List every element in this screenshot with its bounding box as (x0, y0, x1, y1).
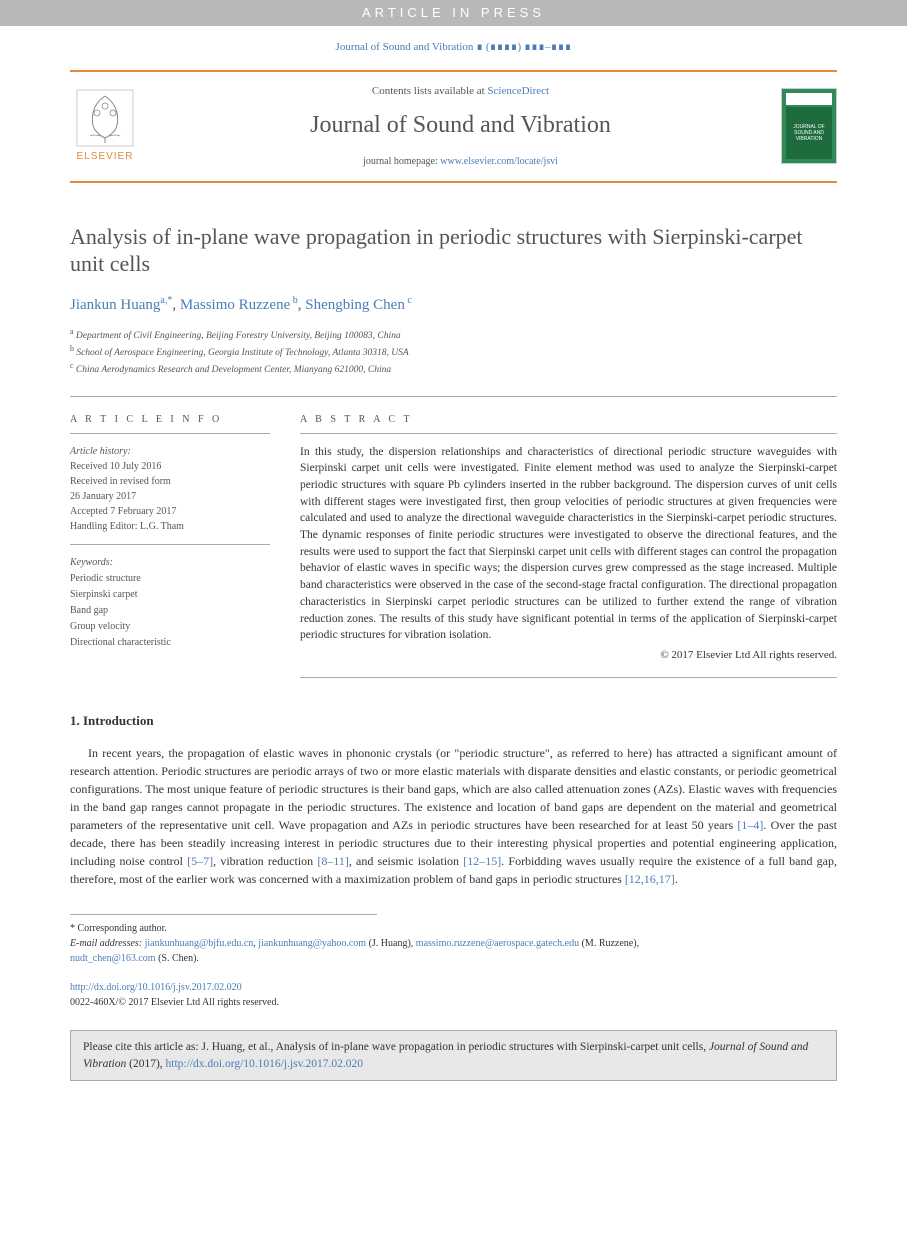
abstract-heading: A B S T R A C T (300, 413, 837, 434)
affiliations: a Department of Civil Engineering, Beiji… (70, 326, 837, 378)
elsevier-logo: ELSEVIER (70, 86, 140, 166)
sciencedirect-link[interactable]: ScienceDirect (487, 85, 549, 97)
ref-link[interactable]: [1–4] (737, 818, 763, 832)
elsevier-tree-icon (75, 88, 135, 148)
journal-header: ELSEVIER Contents lists available at Sci… (70, 70, 837, 183)
journal-cover-thumbnail: JOURNAL OF SOUND AND VIBRATION (781, 88, 837, 164)
article-in-press-banner: ARTICLE IN PRESS (0, 0, 907, 26)
author-link-1[interactable]: Jiankun Huang (70, 297, 160, 313)
article-body: Analysis of in-plane wave propagation in… (70, 183, 837, 1011)
section-heading-introduction: 1. Introduction (70, 712, 837, 730)
citation-doi-link[interactable]: http://dx.doi.org/10.1016/j.jsv.2017.02.… (166, 1058, 363, 1070)
homepage-link[interactable]: www.elsevier.com/locate/jsvi (440, 156, 558, 167)
footnotes: * Corresponding author. E-mail addresses… (70, 921, 837, 966)
email-link[interactable]: nudt_chen@163.com (70, 953, 156, 964)
abstract-text: In this study, the dispersion relationsh… (300, 444, 837, 644)
citation-box: Please cite this article as: J. Huang, e… (70, 1030, 837, 1080)
author-link-2[interactable]: Massimo Ruzzene (180, 297, 290, 313)
banner-text: ARTICLE IN PRESS (362, 5, 545, 20)
abstract-column: A B S T R A C T In this study, the dispe… (300, 413, 837, 678)
email-link[interactable]: jiankunhuang@bjfu.edu.cn (145, 938, 254, 949)
ref-link[interactable]: [8–11] (317, 854, 349, 868)
issn-copyright: 0022-460X/© 2017 Elsevier Ltd All rights… (70, 995, 837, 1010)
running-head: Journal of Sound and Vibration ∎ (∎∎∎∎) … (0, 40, 907, 55)
keywords-block: Keywords: Periodic structure Sierpinski … (70, 555, 270, 651)
contents-available: Contents lists available at ScienceDirec… (154, 84, 767, 99)
doi-link[interactable]: http://dx.doi.org/10.1016/j.jsv.2017.02.… (70, 982, 242, 993)
ref-link[interactable]: [12–15] (463, 854, 501, 868)
homepage-line: journal homepage: www.elsevier.com/locat… (154, 155, 767, 169)
copyright-line: © 2017 Elsevier Ltd All rights reserved. (300, 648, 837, 663)
introduction-paragraph: In recent years, the propagation of elas… (70, 744, 837, 888)
article-history: Article history: Received 10 July 2016 R… (70, 444, 270, 545)
header-center: Contents lists available at ScienceDirec… (154, 84, 767, 169)
email-addresses: E-mail addresses: jiankunhuang@bjfu.edu.… (70, 936, 837, 951)
email-link[interactable]: jiankunhuang@yahoo.com (258, 938, 366, 949)
info-abstract-row: A R T I C L E I N F O Article history: R… (70, 396, 837, 678)
author-list: Jiankun Huanga,*, Massimo Ruzzene b, She… (70, 294, 837, 316)
doi-block: http://dx.doi.org/10.1016/j.jsv.2017.02.… (70, 980, 837, 1010)
elsevier-label: ELSEVIER (77, 150, 134, 164)
email-link[interactable]: massimo.ruzzene@aerospace.gatech.edu (416, 938, 579, 949)
author-link-3[interactable]: Shengbing Chen (305, 297, 405, 313)
journal-title: Journal of Sound and Vibration (154, 109, 767, 143)
ref-link[interactable]: [5–7] (187, 854, 213, 868)
article-info-heading: A R T I C L E I N F O (70, 413, 270, 434)
ref-link[interactable]: [12,16,17] (625, 872, 675, 886)
corresponding-author: * Corresponding author. (70, 921, 837, 936)
article-info-column: A R T I C L E I N F O Article history: R… (70, 413, 270, 678)
article-title: Analysis of in-plane wave propagation in… (70, 223, 837, 278)
footnote-rule (70, 914, 377, 921)
